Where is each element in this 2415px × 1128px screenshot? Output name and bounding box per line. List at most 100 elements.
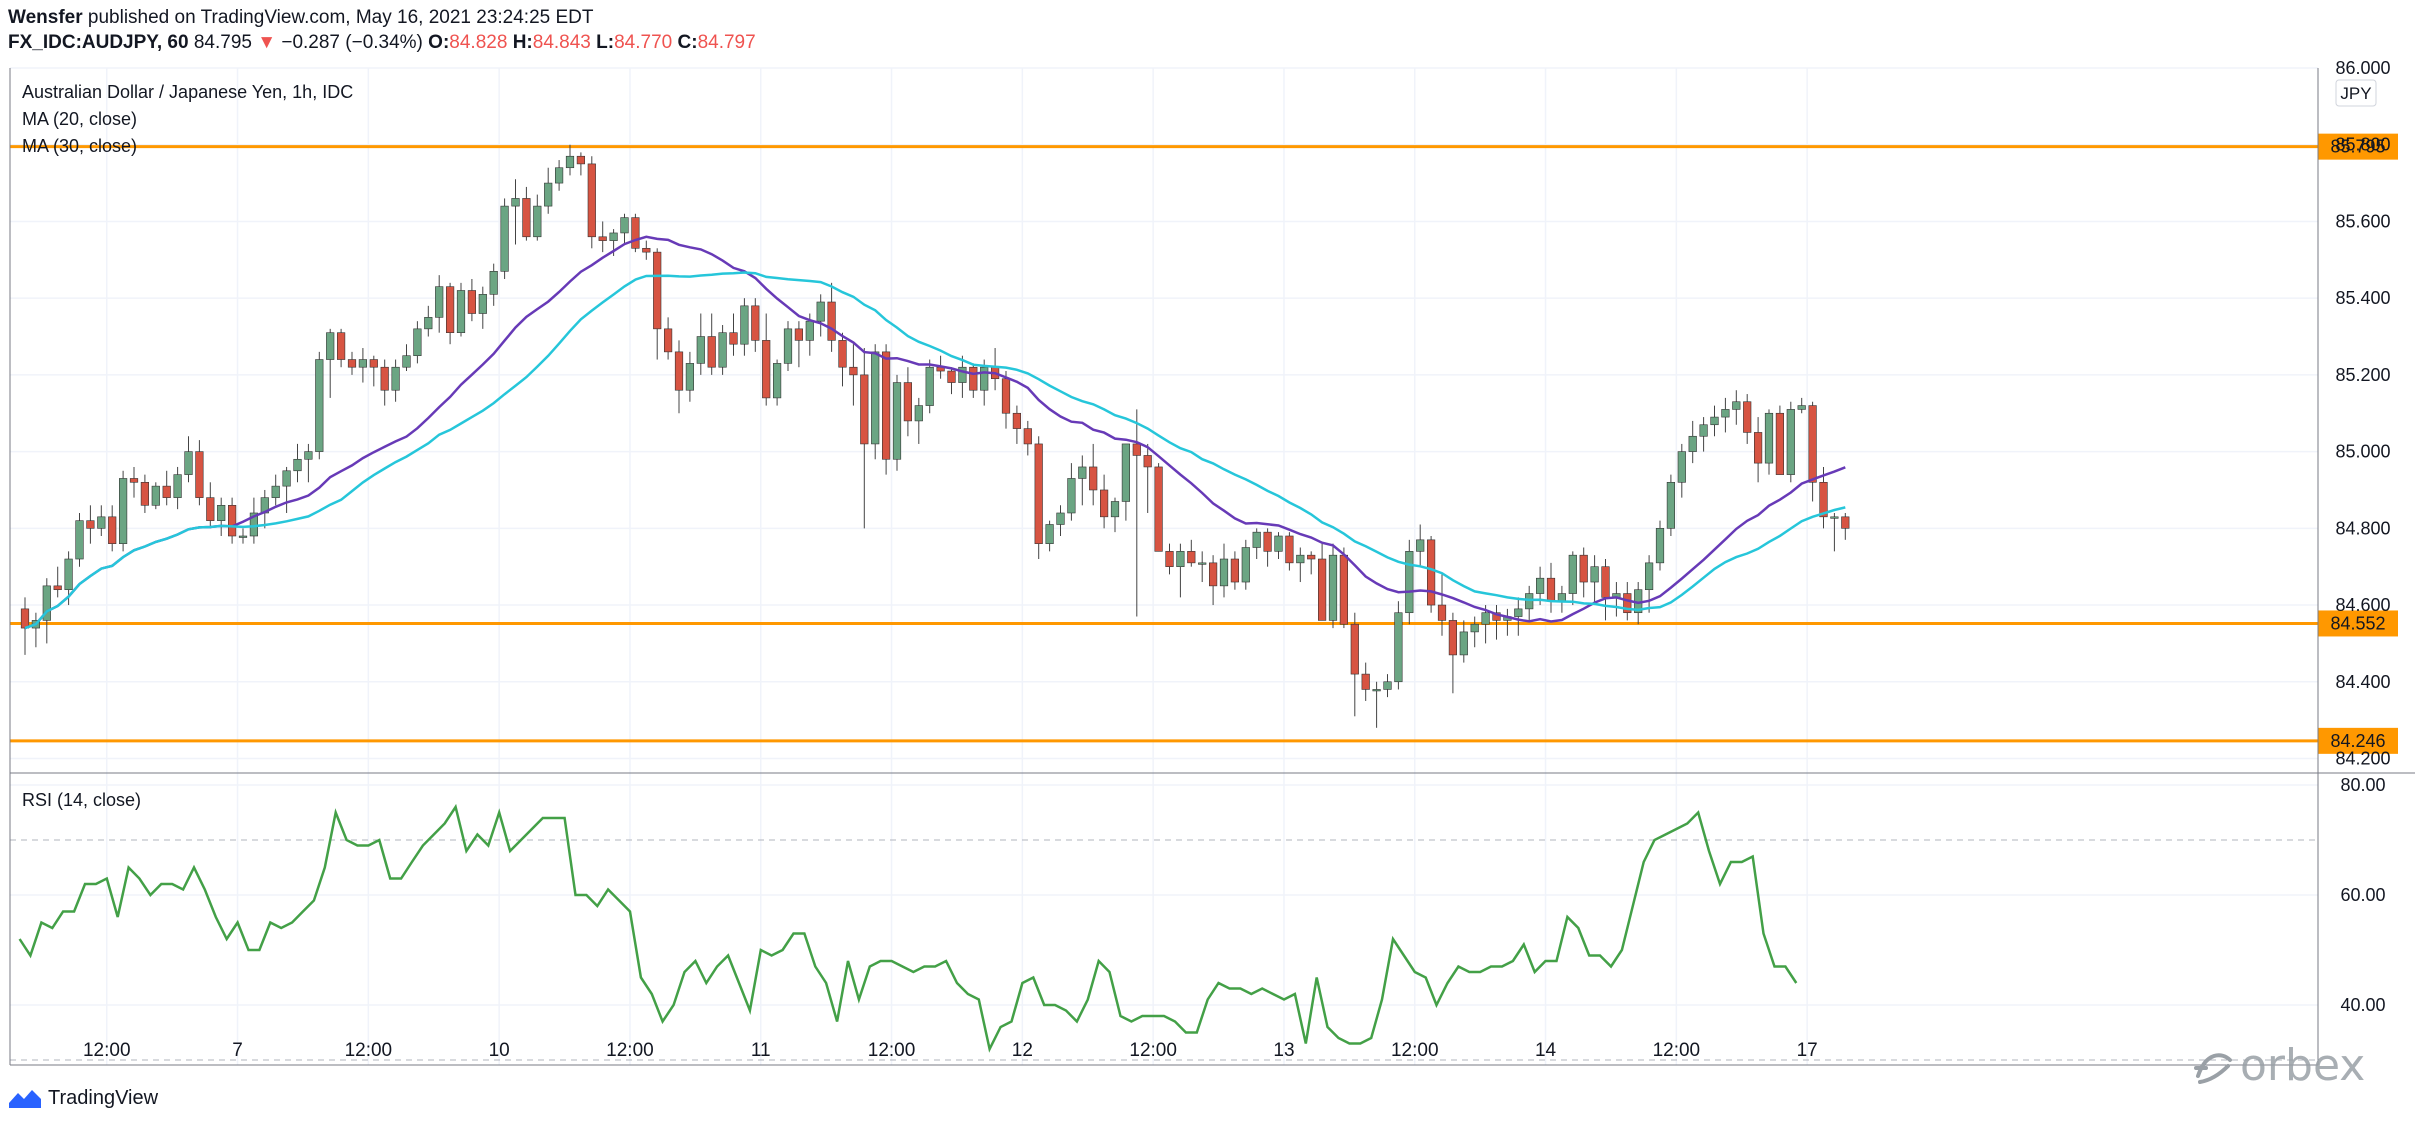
- author-name[interactable]: Wensfer: [8, 7, 83, 28]
- symbol-name[interactable]: FX_IDC:AUDJPY, 60: [8, 32, 189, 53]
- publisher-line: Wensfer published on TradingView.com, Ma…: [8, 7, 593, 29]
- price-tick-label: 85.400: [2335, 288, 2390, 308]
- candle-body: [1590, 566, 1599, 583]
- candle-body: [1492, 612, 1501, 621]
- candle-body: [151, 485, 160, 506]
- candle-body: [184, 451, 193, 475]
- candle-body: [1383, 681, 1392, 690]
- candle-body: [827, 301, 836, 341]
- candle-body: [1263, 531, 1272, 552]
- candle-body: [402, 355, 411, 368]
- candle-body: [86, 520, 95, 529]
- candle-body: [1557, 593, 1566, 602]
- candle-body: [1677, 451, 1686, 483]
- price-tick-label: 85.800: [2335, 135, 2390, 155]
- candle-body: [162, 485, 171, 498]
- level-price-label: 84.246: [2330, 731, 2385, 751]
- low-value: 84.770: [614, 32, 673, 53]
- candle-body: [925, 366, 934, 406]
- time-tick-label: 12:00: [345, 1040, 393, 1061]
- candle-body: [576, 155, 585, 165]
- chart-title-legend[interactable]: Australian Dollar / Japanese Yen, 1h, ID…: [22, 82, 354, 102]
- candle-body: [1405, 551, 1414, 614]
- time-tick-label: 12:00: [868, 1040, 916, 1061]
- candle-body: [1285, 535, 1294, 564]
- candle-body: [1470, 623, 1479, 633]
- candle-body: [315, 359, 324, 452]
- open-value: 84.828: [449, 32, 508, 53]
- candle-body: [1688, 435, 1697, 452]
- low-label: L:: [596, 32, 615, 53]
- price-tick-label: 85.000: [2335, 442, 2390, 462]
- candle-body: [1754, 432, 1763, 464]
- published-text: published on TradingView.com, May 16, 20…: [87, 7, 594, 28]
- candle-body: [369, 359, 378, 368]
- candle-body: [271, 485, 280, 498]
- candle-body: [511, 198, 520, 207]
- moving-averages: [24, 235, 1846, 630]
- grid-lines: [10, 67, 2318, 1065]
- candle-body: [1394, 612, 1403, 683]
- time-tick-label: 10: [489, 1040, 510, 1061]
- candle-body: [762, 340, 771, 399]
- candlestick-series[interactable]: [20, 144, 1850, 728]
- high-label: H:: [512, 32, 533, 53]
- open-label: O:: [428, 32, 450, 53]
- price-tick-label: 84.400: [2335, 672, 2390, 692]
- candle-body: [1132, 443, 1141, 456]
- candle-body: [1176, 551, 1185, 567]
- candle-body: [467, 290, 477, 314]
- candle-body: [958, 366, 967, 383]
- horizontal-levels[interactable]: 85.795 84.552 84.246: [10, 133, 2398, 754]
- candle-body: [1252, 531, 1261, 548]
- symbol-line: FX_IDC:AUDJPY, 60 84.795 ▼ −0.287 (−0.34…: [8, 32, 756, 54]
- candle-body: [871, 351, 880, 445]
- time-tick-label: 11: [751, 1040, 771, 1061]
- tradingview-brand-text: TradingView: [48, 1086, 159, 1109]
- ma30-legend[interactable]: MA (30, close): [22, 136, 138, 156]
- candle-body: [533, 205, 542, 238]
- candle-body: [217, 505, 226, 521]
- candle-body: [140, 481, 150, 506]
- rsi-tick-label: 80.00: [2340, 775, 2385, 795]
- rsi-legend[interactable]: RSI (14, close): [22, 790, 142, 810]
- candle-body: [1710, 416, 1719, 426]
- candle-body: [696, 336, 705, 364]
- rsi-pane[interactable]: 40.00 60.00 80.00: [10, 775, 2386, 1061]
- candle-body: [1056, 512, 1065, 525]
- rsi-tick-label: 60.00: [2340, 885, 2385, 905]
- candle-body: [478, 294, 487, 314]
- candle-body: [544, 182, 553, 207]
- time-tick-label: 12: [1012, 1040, 1033, 1061]
- time-tick-label: 7: [232, 1040, 243, 1061]
- time-tick-label: 12:00: [1391, 1040, 1439, 1061]
- candle-body: [358, 359, 368, 368]
- candle-body: [522, 198, 531, 238]
- candle-body: [1078, 466, 1087, 479]
- candle-body: [1339, 554, 1348, 625]
- candle-body: [1514, 608, 1523, 617]
- ma20-legend[interactable]: MA (20, close): [22, 109, 138, 129]
- tradingview-brand[interactable]: TradingView: [8, 1084, 158, 1112]
- time-tick-label: 12:00: [1129, 1040, 1177, 1061]
- candle-body: [751, 305, 760, 341]
- candle-body: [1165, 551, 1174, 567]
- candle-body: [729, 332, 738, 345]
- candle-body: [1012, 412, 1021, 429]
- price-tick-label: 85.200: [2335, 365, 2390, 385]
- price-change: −0.287 (−0.34%): [281, 32, 423, 53]
- candle-body: [1230, 558, 1239, 583]
- candle-body: [1198, 562, 1207, 565]
- candle-body: [903, 382, 912, 422]
- candle-body: [849, 366, 858, 376]
- orbex-watermark-text: orbex: [2240, 1040, 2366, 1091]
- level-price-tag: [2318, 610, 2398, 637]
- candle-body: [554, 167, 564, 184]
- candle-body: [456, 290, 466, 333]
- candle-body: [238, 535, 248, 538]
- candle-body: [1307, 554, 1316, 560]
- candle-body: [914, 405, 923, 422]
- candle-body: [1219, 558, 1229, 587]
- high-value: 84.843: [532, 32, 591, 53]
